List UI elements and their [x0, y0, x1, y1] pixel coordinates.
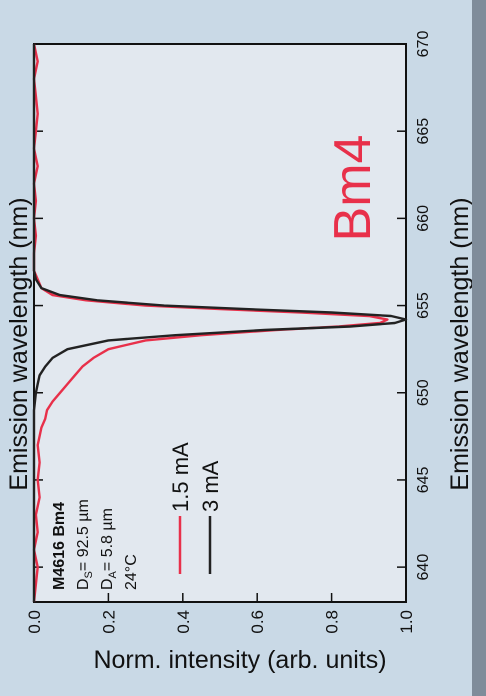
series-line-2	[32, 44, 408, 602]
x-tick-label: 640	[415, 554, 432, 581]
ds-subscript: S	[83, 571, 95, 578]
y-tick-label: 0.8	[323, 610, 342, 634]
x-tick-label: 650	[415, 379, 432, 406]
x-axis-title-top: Emission wavelength (nm)	[5, 197, 33, 490]
temperature-label: 24°C	[123, 554, 140, 590]
ds-label: DS= 92.5 µm	[75, 499, 95, 590]
ds-letter: D	[75, 578, 92, 590]
series-lines	[32, 43, 408, 603]
x-axis-title-bottom: Emission wavelength (nm)	[446, 197, 474, 490]
x-tick-label: 665	[415, 118, 432, 145]
y-tick-label: 0.6	[248, 610, 267, 634]
y-tick-label: 0.2	[99, 610, 118, 634]
x-tick-label: 660	[415, 205, 432, 232]
da-letter: D	[99, 578, 116, 590]
y-axis-title: Norm. intensity (arb. units)	[93, 646, 386, 674]
axis-ticks	[33, 43, 407, 602]
y-tick-label: 0.0	[25, 610, 44, 634]
da-label: DA= 5.8 µm	[99, 508, 119, 590]
y-tick-label: 1.0	[397, 610, 416, 634]
page-edge	[472, 0, 486, 696]
panel-label: Bm4	[324, 135, 382, 242]
plot-frame	[33, 43, 407, 603]
x-tick-label: 645	[415, 466, 432, 493]
legend: 1.5 mA 3 mA	[168, 442, 223, 574]
y-tick-labels: 0.0 0.2 0.4 0.6 0.8 1.0	[25, 610, 416, 634]
legend-label-1: 1.5 mA	[168, 442, 193, 512]
legend-label-2: 3 mA	[198, 460, 223, 512]
da-subscript: A	[107, 570, 119, 578]
da-value: = 5.8 µm	[99, 508, 116, 571]
sample-name: M4616 Bm4	[51, 502, 68, 590]
ds-value: = 92.5 µm	[75, 499, 92, 571]
x-tick-labels: 640 645 650 655 660 665 670	[415, 31, 432, 581]
y-tick-label: 0.4	[174, 610, 193, 634]
x-tick-label: 670	[415, 31, 432, 58]
x-tick-label: 655	[415, 292, 432, 319]
